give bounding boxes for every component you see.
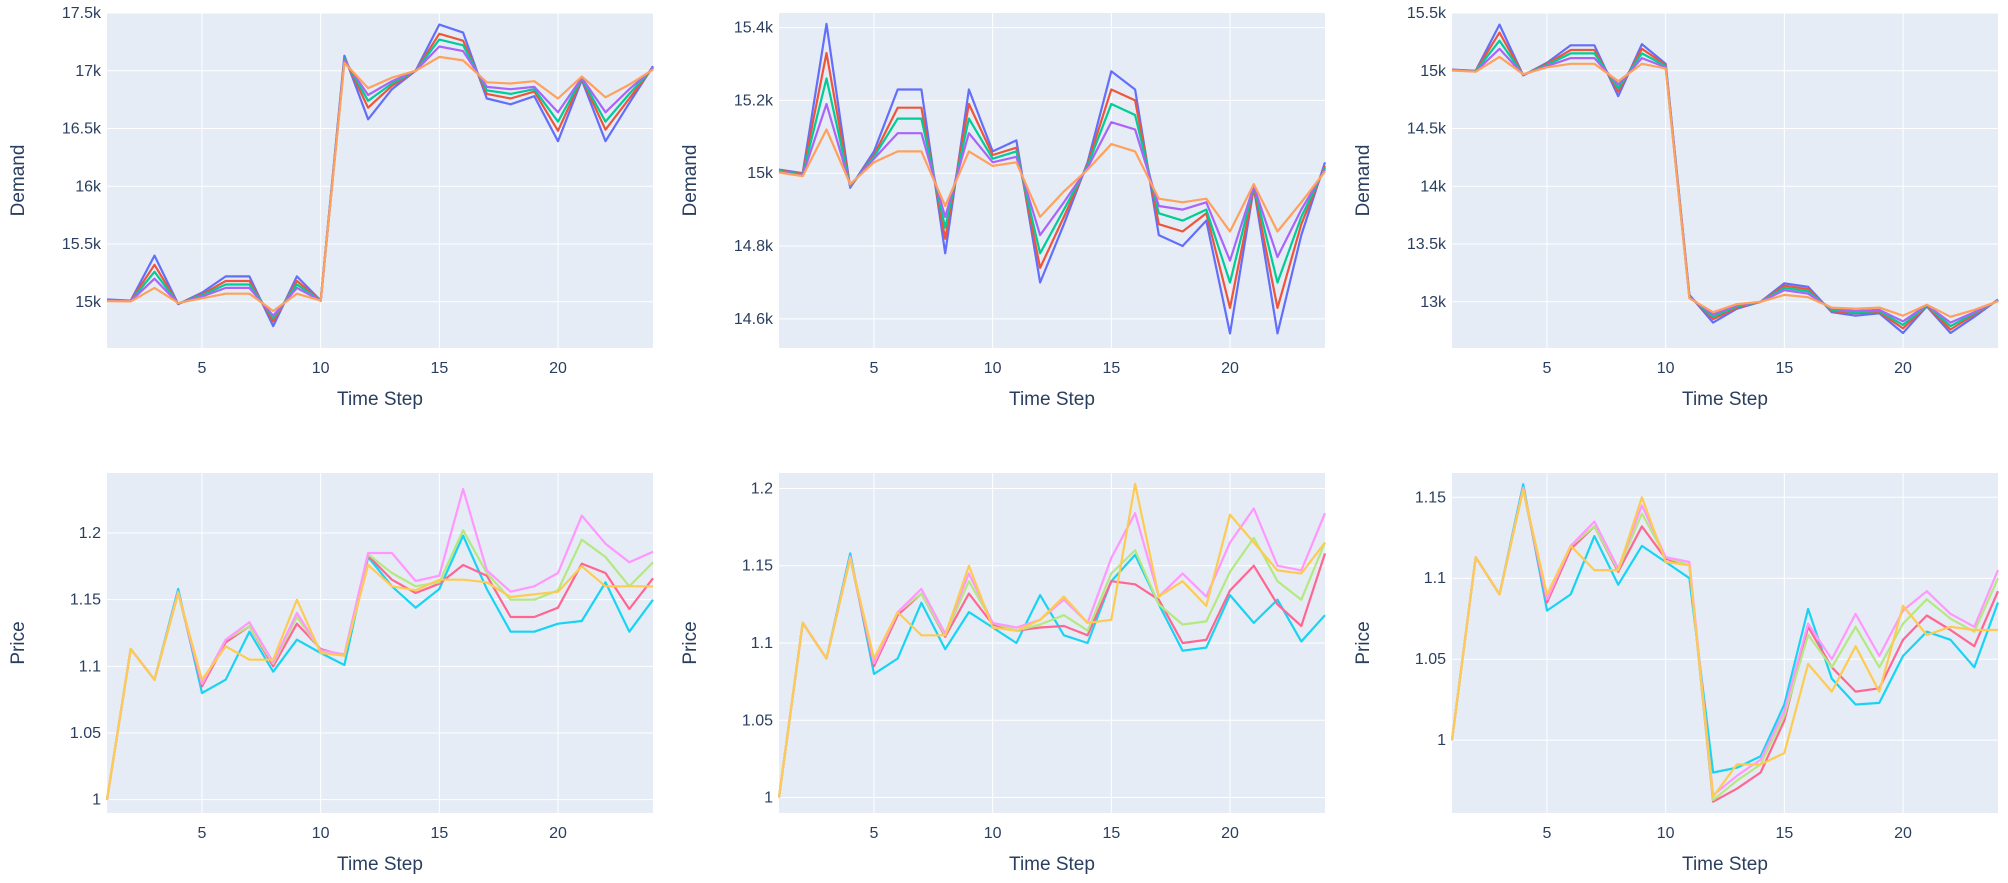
series-line-4 (778, 102, 1326, 262)
x-tick-label: 5 (198, 825, 207, 842)
y-tick-label: 1.05 (742, 712, 773, 729)
y-tick-label: 16.5k (62, 121, 102, 138)
y-tick-label: 1 (764, 790, 773, 807)
x-axis-title: Time Step (337, 389, 423, 410)
y-tick-label: 1.2 (79, 525, 101, 542)
y-tick-label: 13.5k (1407, 236, 1447, 253)
y-tick-label: 15.4k (734, 20, 774, 37)
series-line-5 (1450, 488, 1998, 798)
y-tick-label: 1.1 (79, 658, 101, 675)
y-tick-label: 15k (747, 165, 774, 182)
subplot-price-3: 5 10 15 20 1 1.05 1.1 1.15 Time Step Price (1353, 473, 2000, 875)
y-axis-title: Price (680, 621, 701, 664)
x-tick-label: 15 (1102, 825, 1120, 842)
plot-area (1452, 13, 1998, 348)
x-tick-label: 20 (1894, 360, 1912, 377)
plot-area (107, 473, 653, 813)
x-tick-label: 20 (1221, 360, 1239, 377)
y-tick-label: 1 (92, 792, 101, 809)
y-tick-label: 13k (1420, 294, 1447, 311)
x-axis-title: Time Step (1682, 854, 1768, 875)
y-tick-label: 15.2k (734, 92, 774, 109)
x-tick-label: 10 (312, 360, 330, 377)
y-tick-label: 14k (1420, 178, 1447, 195)
y-tick-label: 17k (75, 63, 102, 80)
x-tick-label: 5 (1543, 360, 1552, 377)
x-tick-label: 5 (870, 825, 879, 842)
series-line-5 (1451, 55, 1999, 318)
y-tick-label: 14.6k (734, 311, 774, 328)
x-tick-label: 20 (1221, 825, 1239, 842)
series-line-1 (106, 23, 654, 328)
x-tick-label: 10 (984, 825, 1002, 842)
y-tick-label: 1.2 (751, 480, 773, 497)
x-axis-title: Time Step (1009, 389, 1095, 410)
plot-area (107, 13, 653, 348)
x-tick-label: 15 (1775, 825, 1793, 842)
x-tick-label: 10 (1657, 825, 1675, 842)
x-tick-label: 5 (1543, 825, 1552, 842)
y-axis-title: Demand (8, 145, 29, 217)
series-line-1 (1450, 483, 2000, 774)
x-tick-label: 15 (1775, 360, 1793, 377)
series-line-4 (106, 45, 654, 317)
x-tick-label: 15 (430, 825, 448, 842)
x-axis-title: Time Step (1009, 854, 1095, 875)
x-tick-label: 10 (312, 825, 330, 842)
y-tick-label: 15k (1420, 63, 1447, 80)
y-tick-label: 16k (75, 178, 102, 195)
x-tick-label: 15 (430, 360, 448, 377)
series-line-5 (106, 55, 654, 313)
y-tick-label: 15.5k (1407, 5, 1447, 22)
subplot-demand-3: 5 10 15 20 13k 13.5k 14k 14.5k 15k 15.5k Time Step… (1353, 5, 1999, 410)
x-tick-label: 15 (1102, 360, 1120, 377)
subplot-price-1: 5 10 15 20 1 1.05 1.1 1.15 1.2 Time Step Price (8, 473, 654, 875)
y-tick-label: 1.05 (1415, 651, 1446, 668)
y-tick-label: 1.15 (1415, 489, 1446, 506)
y-tick-label: 1.15 (742, 558, 773, 575)
subplot-demand-2: 5 10 15 20 14.6k 14.8k 15k 15.2k 15.4k Time Step D… (680, 13, 1327, 410)
y-axis-title: Demand (1353, 145, 1374, 217)
y-tick-label: 1.1 (1424, 570, 1446, 587)
y-tick-label: 1.1 (751, 635, 773, 652)
subplot-demand-1: 5 10 15 20 15k 15.5k 16k 16.5k 17k 17.5k Time Step… (8, 5, 654, 410)
y-axis-title: Price (8, 621, 29, 664)
series-line-1 (778, 22, 1327, 335)
x-tick-label: 20 (1894, 825, 1912, 842)
y-tick-label: 15.5k (62, 236, 102, 253)
x-tick-label: 5 (870, 360, 879, 377)
x-axis-title: Time Step (337, 854, 423, 875)
x-tick-label: 20 (549, 825, 567, 842)
y-tick-label: 1 (1437, 732, 1446, 749)
series-line-1 (105, 534, 654, 800)
x-tick-label: 20 (549, 360, 567, 377)
y-tick-label: 15k (75, 294, 102, 311)
series-line-1 (777, 552, 1326, 798)
y-tick-label: 17.5k (62, 5, 102, 22)
series-line-5 (778, 128, 1326, 233)
y-axis-title: Price (1353, 621, 1374, 664)
series-line-5 (105, 563, 653, 800)
plot-area (1452, 473, 1998, 813)
subplot-price-2: 5 10 15 20 1 1.05 1.1 1.15 1.2 Time Step Price (680, 473, 1327, 875)
y-axis-title: Demand (680, 145, 701, 217)
plot-area (779, 13, 1325, 348)
y-tick-label: 14.8k (734, 238, 774, 255)
y-tick-label: 1.05 (70, 725, 101, 742)
x-tick-label: 10 (984, 360, 1002, 377)
x-axis-title: Time Step (1682, 389, 1768, 410)
y-tick-label: 1.15 (70, 592, 101, 609)
x-tick-label: 5 (198, 360, 207, 377)
x-tick-label: 10 (1657, 360, 1675, 377)
series-line-5 (777, 482, 1326, 798)
y-tick-label: 14.5k (1407, 121, 1447, 138)
